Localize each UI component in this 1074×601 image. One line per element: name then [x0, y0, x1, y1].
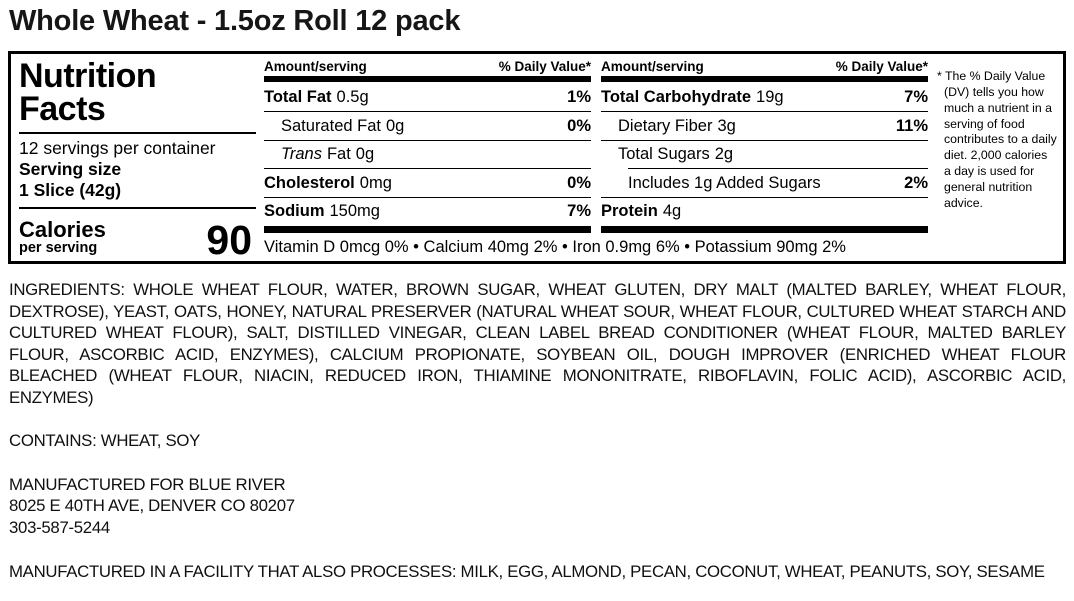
nutrition-facts-panel: Nutrition Facts 12 servings per containe…	[8, 51, 1066, 264]
calories-label-group: Calories per serving	[19, 217, 106, 257]
nutrient-daily-value: 7%	[904, 88, 928, 106]
nutrient-amount: 0.5g	[336, 88, 369, 106]
nutrient-row-protein: Protein 4g	[601, 196, 928, 226]
manufacturer-address: 8025 E 40TH AVE, DENVER CO 80207	[9, 496, 295, 515]
calories-sublabel: per serving	[19, 240, 98, 257]
micronutrients-line: Vitamin D 0mcg 0% • Calcium 40mg 2% • Ir…	[264, 238, 846, 256]
nutrient-name: Total Sugars	[618, 145, 710, 163]
calories-row: Calories per serving 90	[19, 214, 256, 264]
thick-rule	[264, 226, 591, 233]
nutrient-row-total-sugars: Total Sugars 2g	[601, 139, 928, 169]
nutrient-daily-value: 1%	[567, 88, 591, 106]
nutrient-name: Dietary Fiber	[618, 116, 713, 135]
nutrient-row-trans-fat: Trans Fat 0g	[264, 139, 591, 169]
nutrition-facts-title-line2: Facts	[19, 89, 106, 128]
nutrient-name: Total Carbohydrate	[601, 88, 752, 106]
serving-size-label: Serving size	[19, 158, 122, 179]
nutrient-amount: 3g	[717, 116, 736, 135]
nutrient-column-carbs: Amount/serving % Daily Value* Total Carb…	[601, 58, 928, 233]
calories-value: 90	[206, 217, 252, 264]
nutrient-daily-value: 0%	[567, 173, 591, 192]
divider	[19, 131, 256, 134]
nutrient-amount: 150mg	[329, 202, 380, 220]
facility-allergen-text: MANUFACTURED IN A FACILITY THAT ALSO PRO…	[9, 562, 1045, 581]
nutrition-facts-header-column: Nutrition Facts 12 servings per containe…	[19, 57, 256, 264]
amount-per-serving-header: Amount/serving	[264, 59, 367, 74]
divider	[19, 206, 256, 209]
nutrient-daily-value: 7%	[567, 202, 591, 220]
nutrient-row-dietary-fiber: Dietary Fiber 3g 11%	[601, 111, 928, 140]
nutrient-row-total-carbohydrate: Total Carbohydrate 19g 7%	[601, 82, 928, 111]
nutrient-name: Cholesterol	[264, 173, 355, 192]
thick-rule	[601, 226, 928, 233]
nutrient-row-cholesterol: Cholesterol 0mg 0%	[264, 168, 591, 197]
manufacturer-block: MANUFACTURED FOR BLUE RIVER 8025 E 40TH …	[9, 474, 1066, 539]
nutrient-columns-area: Amount/serving % Daily Value* Total Fat 0…	[256, 58, 928, 257]
nutrient-daily-value: 2%	[904, 173, 928, 192]
nutrient-amount: 2g	[714, 145, 734, 163]
nutrient-amount: 19g	[756, 88, 784, 106]
nutrient-name-italic: Trans	[281, 145, 322, 163]
nutrient-amount: 0g	[385, 116, 405, 135]
nutrient-amount: 0mg	[359, 173, 392, 192]
column-header: Amount/serving % Daily Value*	[601, 58, 928, 76]
nutrient-name: Protein	[601, 202, 658, 220]
thick-rule	[601, 76, 928, 82]
nutrient-row-sodium: Sodium 150mg 7%	[264, 196, 591, 226]
nutrition-facts-title: Nutrition Facts	[19, 57, 256, 128]
manufacturer-phone: 303-587-5244	[9, 517, 110, 537]
nutrient-row-total-fat: Total Fat 0.5g 1%	[264, 82, 591, 111]
nutrient-amount: 0g	[355, 145, 375, 163]
page-title: Whole Wheat - 1.5oz Roll 12 pack	[9, 5, 461, 37]
calories-label: Calories	[19, 217, 106, 243]
nutrition-facts-title-line1: Nutrition	[19, 57, 157, 95]
nutrient-name: Total Fat	[264, 88, 332, 106]
nutrient-name: Sodium	[264, 202, 325, 220]
nutrient-name: Fat	[326, 145, 351, 163]
nutrient-amount: 4g	[662, 202, 682, 220]
allergen-contains-text: CONTAINS: WHEAT, SOY	[9, 431, 201, 450]
ingredients-text: INGREDIENTS: WHOLE WHEAT FLOUR, WATER, B…	[9, 280, 1066, 407]
nutrient-name: Saturated Fat	[281, 116, 381, 135]
nutrient-row-added-sugars: Includes 1g Added Sugars 2%	[628, 168, 928, 197]
nutrient-daily-value: 11%	[895, 116, 928, 135]
column-header: Amount/serving % Daily Value*	[264, 58, 591, 76]
serving-size-value: 1 Slice (42g)	[19, 179, 122, 200]
amount-per-serving-header: Amount/serving	[601, 59, 704, 74]
manufacturer-name: MANUFACTURED FOR BLUE RIVER	[9, 474, 286, 494]
nutrient-column-fats: Amount/serving % Daily Value* Total Fat 0…	[264, 58, 591, 233]
nutrient-row-saturated-fat: Saturated Fat 0g 0%	[264, 111, 591, 140]
nutrient-daily-value: 0%	[567, 116, 591, 135]
thick-rule	[264, 76, 591, 82]
daily-value-header: % Daily Value*	[835, 59, 928, 74]
daily-value-header: % Daily Value*	[498, 59, 591, 74]
nutrient-name: Includes 1g Added Sugars	[628, 173, 821, 192]
servings-per-container: 12 servings per container	[19, 137, 216, 158]
daily-value-footnote: * The % Daily Value (DV) tells you how m…	[937, 69, 1057, 210]
